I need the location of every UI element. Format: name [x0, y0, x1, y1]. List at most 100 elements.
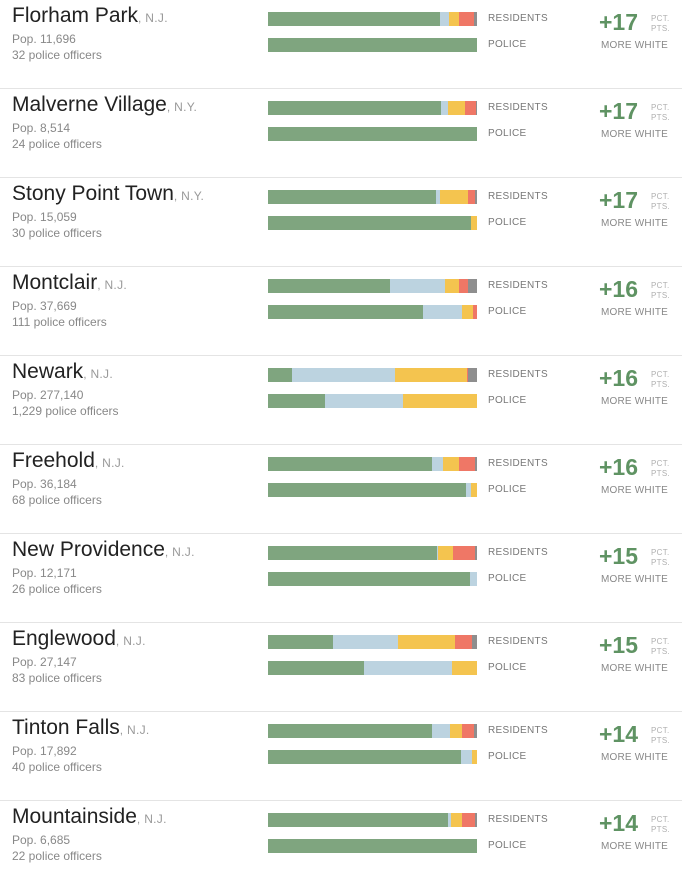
police-label: POLICE [488, 39, 527, 50]
place-name: Montclair, N.J. [12, 271, 127, 295]
residents-label: RESIDENTS [488, 725, 548, 736]
bar-segment-black [437, 546, 439, 560]
bar-segment-black [390, 279, 445, 293]
officer-count: 32 police officers [12, 48, 102, 62]
bar-segment-black [292, 368, 396, 382]
city-name: Malverne Village [12, 93, 167, 116]
bar-segment-asian [462, 813, 475, 827]
place-name: Newark, N.J. [12, 360, 113, 384]
police-label: POLICE [488, 840, 527, 851]
more-white-label: MORE WHITE [601, 218, 668, 229]
residents-bar [268, 635, 477, 649]
police-bar [268, 483, 477, 497]
officer-count: 40 police officers [12, 760, 102, 774]
place-name: Tinton Falls, N.J. [12, 716, 150, 740]
police-label: POLICE [488, 662, 527, 673]
more-white-label: MORE WHITE [601, 841, 668, 852]
residents-label: RESIDENTS [488, 814, 548, 825]
unit-line-pts: PTS. [651, 113, 670, 122]
city-name: Englewood [12, 627, 116, 650]
population: Pop. 17,892 [12, 744, 77, 758]
bar-segment-black [447, 813, 451, 827]
state-abbrev: , N.J. [115, 634, 146, 648]
residents-bar [268, 813, 477, 827]
unit-line-pts: PTS. [651, 558, 670, 567]
bar-segment-hispanic [395, 368, 467, 382]
unit-line-pts: PTS. [651, 825, 670, 834]
bar-segment-asian [455, 635, 472, 649]
bar-segment-other [474, 190, 477, 204]
more-white-label: MORE WHITE [601, 129, 668, 140]
table-row: Englewood, N.J. Pop. 27,147 83 police offi… [0, 623, 682, 712]
state-abbrev: , N.J. [136, 812, 167, 826]
place-name: Englewood, N.J. [12, 627, 146, 651]
difference-value: +15 [599, 543, 639, 569]
difference-value: +17 [599, 9, 639, 35]
bar-segment-black [469, 572, 477, 586]
unit-line-pts: PTS. [651, 736, 670, 745]
more-white-label: MORE WHITE [601, 485, 668, 496]
residents-bar [268, 279, 477, 293]
bar-segment-hispanic [470, 216, 477, 230]
bar-segment-white [268, 127, 477, 141]
residents-bar [268, 12, 477, 26]
police-bar [268, 305, 477, 319]
residents-bar [268, 546, 477, 560]
police-bar [268, 216, 477, 230]
bar-segment-other [467, 368, 477, 382]
bar-segment-other [473, 12, 477, 26]
state-abbrev: , N.Y. [166, 100, 198, 114]
population: Pop. 8,514 [12, 121, 71, 135]
place-name: Stony Point Town, N.Y. [12, 182, 204, 206]
residents-label: RESIDENTS [488, 547, 548, 558]
residents-label: RESIDENTS [488, 636, 548, 647]
bar-segment-black [436, 190, 441, 204]
table-row: Stony Point Town, N.Y. Pop. 15,059 30 poli… [0, 178, 682, 267]
residents-label: RESIDENTS [488, 369, 548, 380]
bar-segment-white [268, 635, 333, 649]
officer-count: 111 police officers [12, 315, 107, 329]
bar-segment-asian [465, 101, 476, 115]
bar-segment-white [268, 305, 423, 319]
difference-value: +17 [599, 98, 639, 124]
table-row: Newark, N.J. Pop. 277,140 1,229 police off… [0, 356, 682, 445]
bar-segment-other [474, 813, 477, 827]
state-abbrev: , N.J. [119, 723, 150, 737]
bar-segment-black [325, 394, 403, 408]
population: Pop. 15,059 [12, 210, 77, 224]
city-name: Florham Park [12, 4, 139, 27]
city-name: New Providence [12, 538, 165, 561]
bar-segment-asian [459, 12, 474, 26]
bar-segment-black [422, 305, 463, 319]
police-label: POLICE [488, 395, 527, 406]
city-name: Montclair [12, 271, 98, 294]
unit-line-pts: PTS. [651, 24, 670, 33]
residents-label: RESIDENTS [488, 102, 548, 113]
city-name: Stony Point Town [12, 182, 174, 205]
difference-unit: PCT. PTS. [651, 370, 670, 390]
bar-segment-black [441, 101, 448, 115]
difference-unit: PCT. PTS. [651, 548, 670, 568]
bar-segment-white [268, 38, 477, 52]
police-bar [268, 750, 477, 764]
bar-segment-white [268, 12, 441, 26]
unit-line-pct: PCT. [651, 281, 670, 290]
bar-segment-asian [459, 279, 468, 293]
difference-unit: PCT. PTS. [651, 726, 670, 746]
officer-count: 22 police officers [12, 849, 102, 863]
difference-unit: PCT. PTS. [651, 14, 670, 34]
bar-segment-hispanic [451, 661, 477, 675]
table-row: Freehold, N.J. Pop. 36,184 68 police offic… [0, 445, 682, 534]
difference-unit: PCT. PTS. [651, 192, 670, 212]
state-abbrev: , N.J. [94, 456, 125, 470]
residents-bar [268, 457, 477, 471]
population: Pop. 27,147 [12, 655, 77, 669]
bar-segment-hispanic [470, 483, 477, 497]
more-white-label: MORE WHITE [601, 40, 668, 51]
bar-segment-white [268, 394, 326, 408]
unit-line-pct: PCT. [651, 14, 670, 23]
residents-label: RESIDENTS [488, 458, 548, 469]
bar-segment-hispanic [450, 813, 463, 827]
difference-value: +14 [599, 810, 639, 836]
bar-segment-other [474, 457, 477, 471]
